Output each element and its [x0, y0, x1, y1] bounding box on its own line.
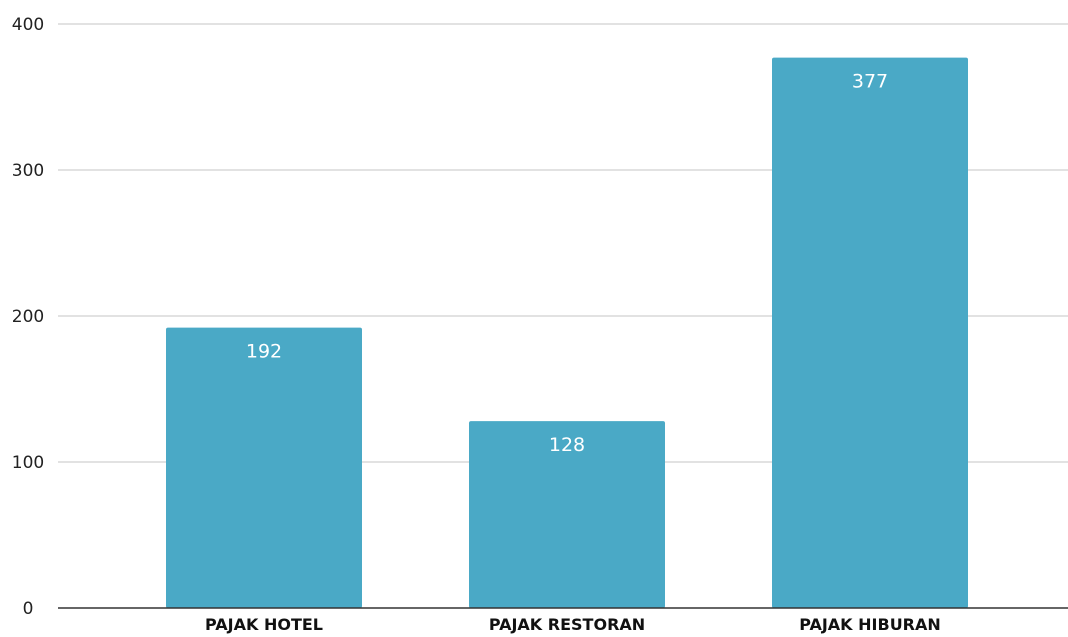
y-tick-label: 400: [12, 15, 44, 35]
y-tick-label: 200: [12, 307, 44, 327]
x-axis-tick-labels: PAJAK HOTEL PAJAK RESTORAN PAJAK HIBURAN: [205, 615, 941, 634]
x-tick-label: PAJAK HOTEL: [205, 615, 323, 634]
bar: [166, 327, 362, 608]
data-label: 192: [246, 341, 282, 363]
y-tick-label: 300: [12, 161, 44, 181]
data-label: 128: [549, 434, 585, 456]
bars: [166, 57, 968, 608]
x-tick-label: PAJAK HIBURAN: [799, 615, 941, 634]
bar: [469, 421, 665, 608]
y-tick-label: 100: [12, 453, 44, 473]
x-tick-label: PAJAK RESTORAN: [489, 615, 645, 634]
y-tick-label: 0: [23, 599, 34, 619]
data-label: 377: [852, 71, 888, 93]
y-axis-tick-labels: 0 100 200 300 400: [12, 15, 44, 619]
data-labels: 192 128 377: [246, 71, 888, 457]
bar: [772, 57, 968, 608]
